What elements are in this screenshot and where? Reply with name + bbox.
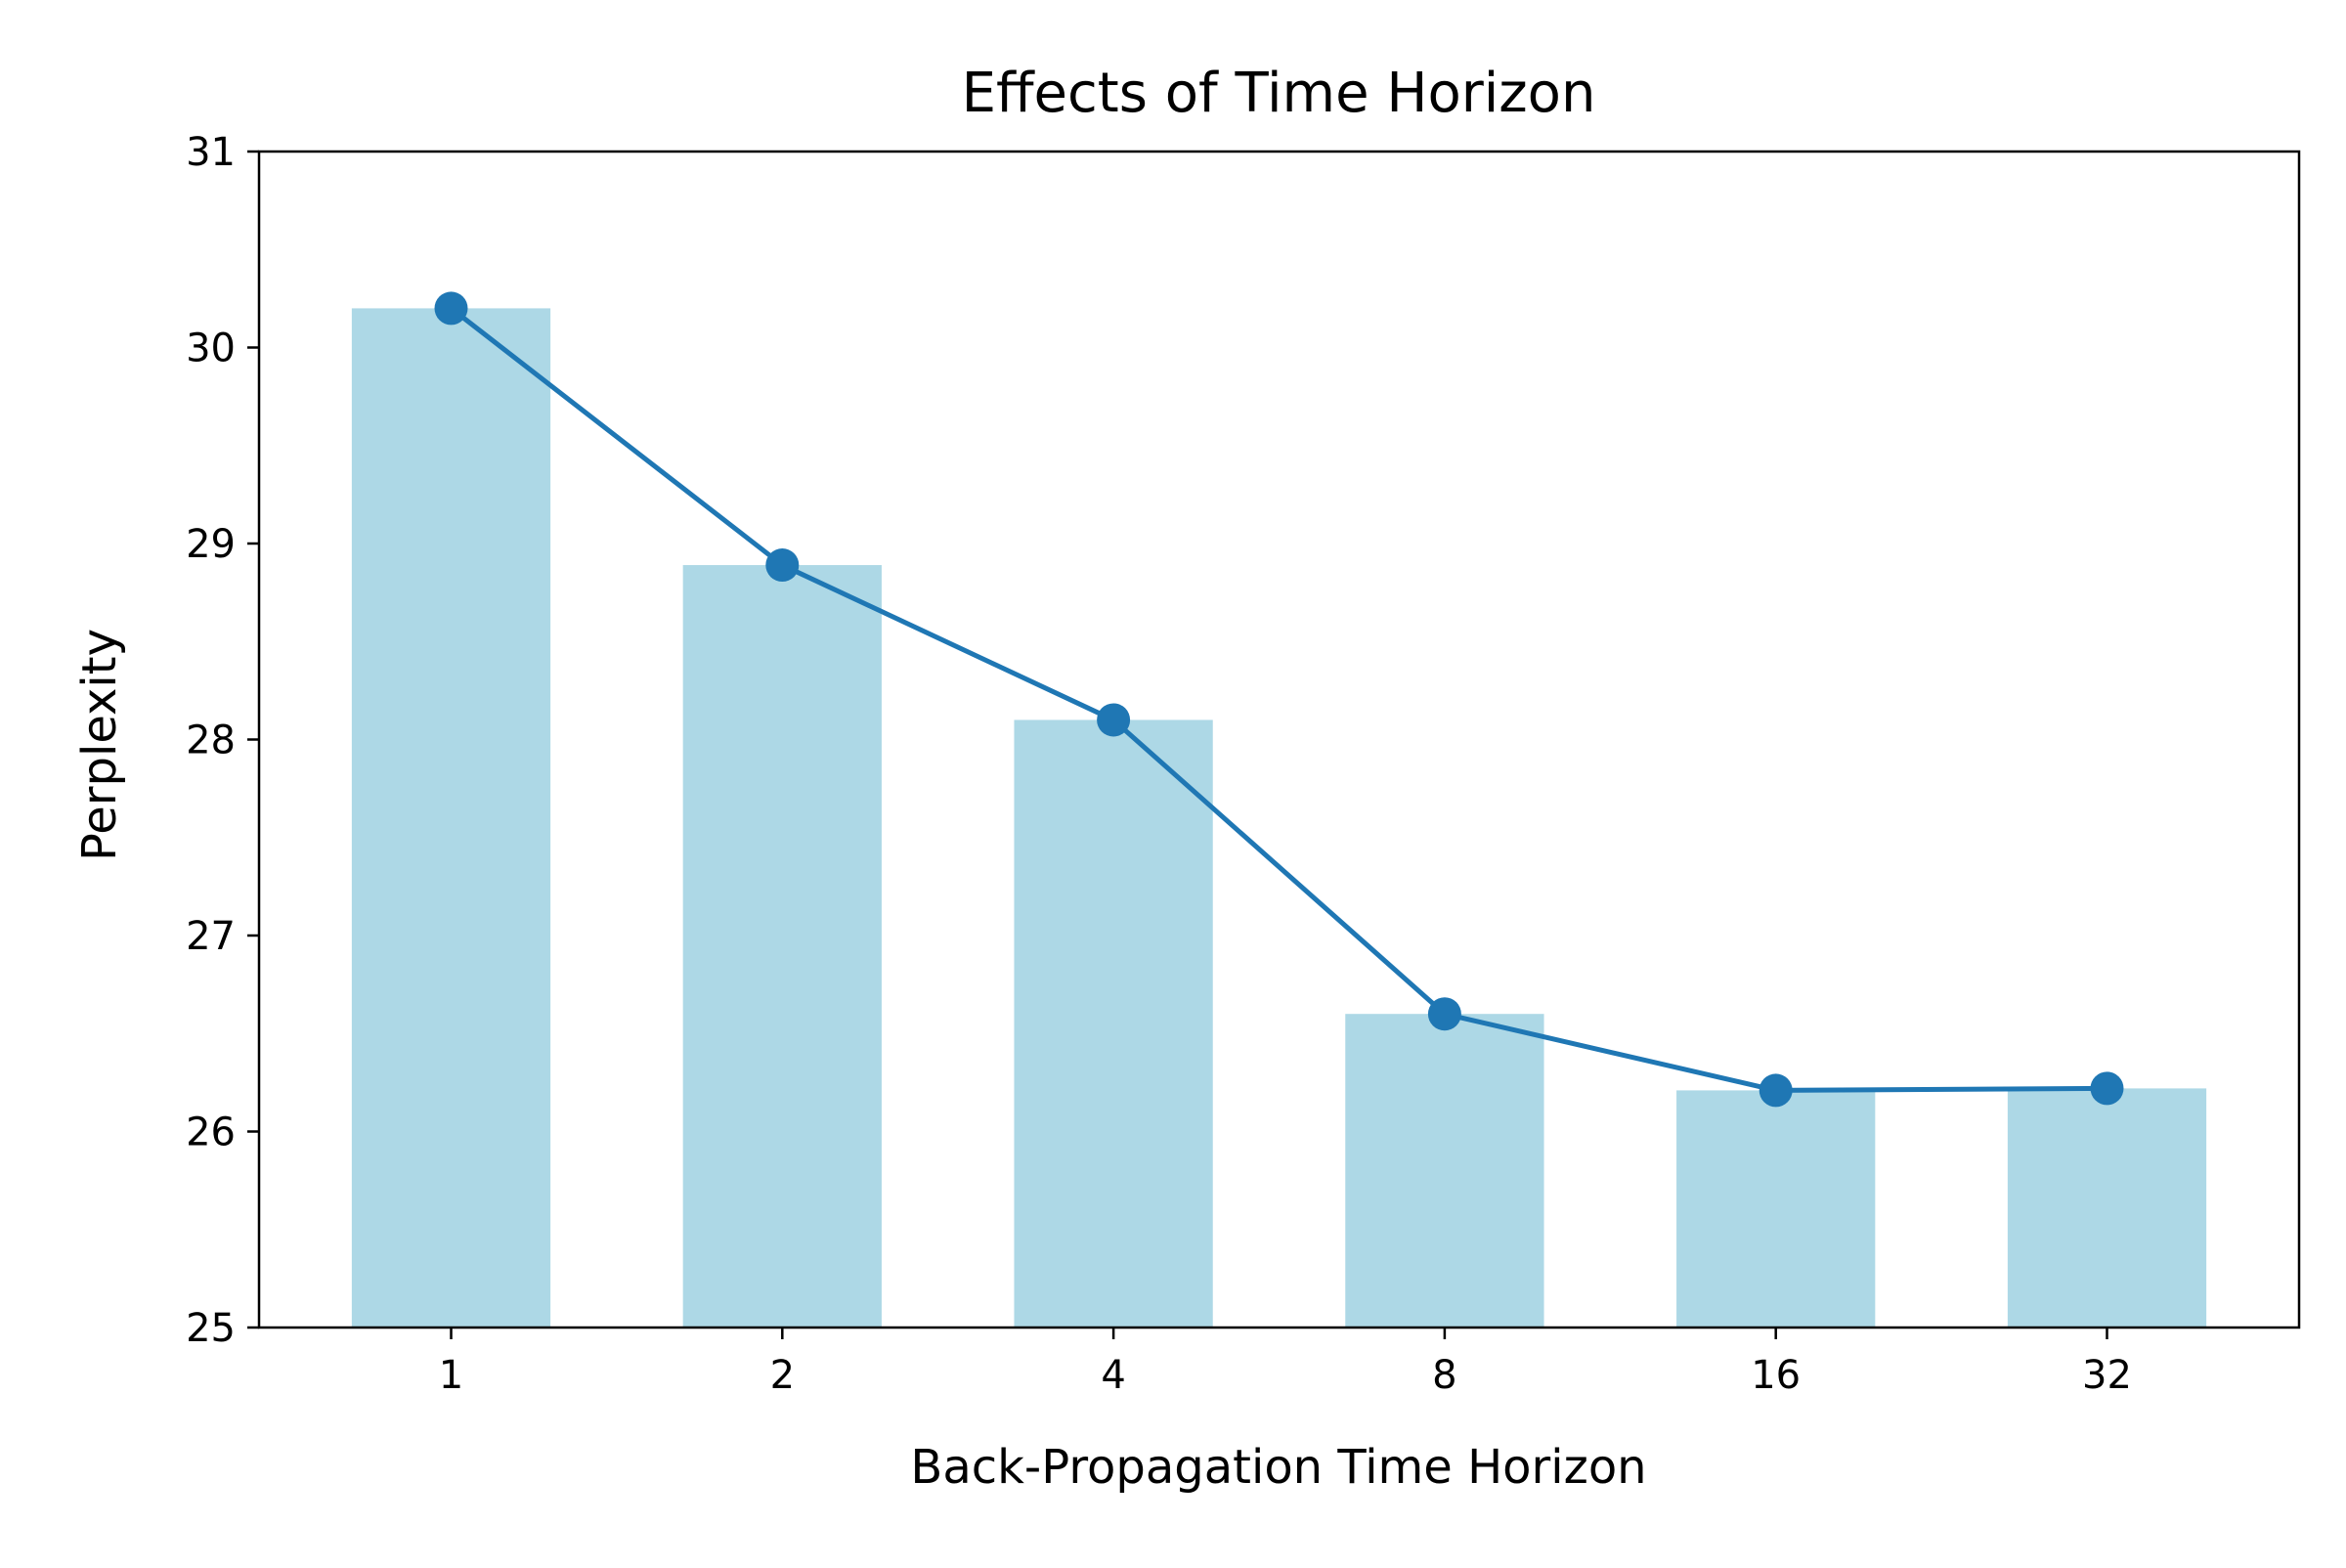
point-4 [1097, 703, 1131, 737]
point-2 [765, 548, 800, 583]
bar-2 [682, 565, 882, 1328]
x-axis: 1 2 4 8 16 32 [439, 1328, 2132, 1398]
y-tick-label-29: 29 [186, 522, 236, 567]
y-tick-label-28: 28 [186, 719, 236, 763]
y-axis: 25 26 27 28 29 30 31 [186, 130, 259, 1351]
line-layer [434, 291, 2124, 1108]
y-tick-label-30: 30 [186, 327, 236, 371]
y-axis-label: Perplexity [72, 629, 127, 861]
x-tick-label-1: 1 [439, 1353, 463, 1398]
y-tick-label-25: 25 [186, 1306, 236, 1351]
point-16 [1759, 1073, 1793, 1108]
chart-title: Effects of Time Horizon [962, 62, 1596, 125]
bars-layer [351, 308, 2207, 1328]
point-32 [2090, 1071, 2124, 1106]
bar-32 [2007, 1088, 2207, 1328]
x-tick-label-4: 4 [1101, 1353, 1125, 1398]
plot-frame [257, 150, 2301, 1329]
x-tick-label-8: 8 [1432, 1353, 1456, 1398]
x-tick-label-2: 2 [770, 1353, 795, 1398]
bar-8 [1345, 1014, 1544, 1328]
point-1 [434, 291, 468, 326]
x-tick-label-16: 16 [1751, 1353, 1801, 1398]
y-tick-label-27: 27 [186, 914, 236, 959]
y-tick-label-26: 26 [186, 1111, 236, 1155]
bar-1 [351, 308, 551, 1328]
point-8 [1427, 997, 1461, 1031]
x-tick-label-32: 32 [2082, 1353, 2132, 1398]
bar-16 [1676, 1090, 1876, 1328]
x-axis-label: Back-Propagation Time Horizon [910, 1440, 1646, 1495]
bar-4 [1014, 719, 1213, 1328]
series-line [449, 306, 2107, 1093]
y-tick-label-31: 31 [186, 130, 236, 175]
